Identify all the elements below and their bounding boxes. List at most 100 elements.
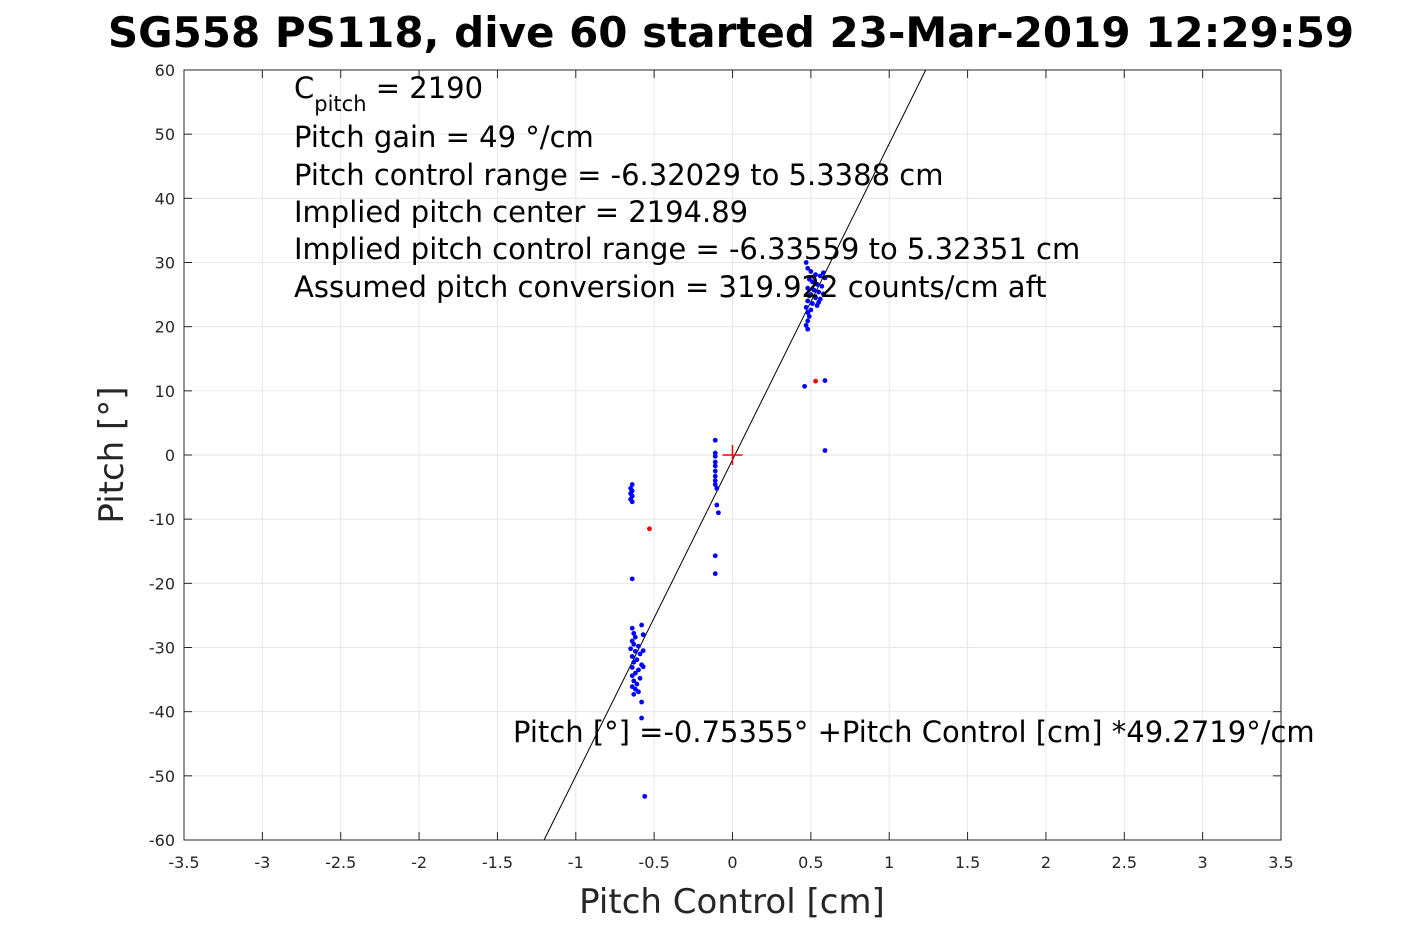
x-tick-label: 3.5 [1268, 853, 1293, 872]
data-point [816, 299, 822, 305]
data-point [803, 322, 809, 328]
data-point [631, 691, 637, 697]
data-point [629, 625, 635, 631]
data-point [820, 270, 826, 276]
data-point [628, 646, 634, 652]
y-tick-label: 20 [155, 318, 175, 337]
data-point [712, 468, 718, 474]
x-tick-label: 2.5 [1112, 853, 1137, 872]
data-point [805, 310, 811, 315]
x-tick-label: -2 [411, 853, 427, 872]
x-tick-label: 3 [1198, 853, 1208, 872]
data-point [817, 273, 823, 279]
data-point [636, 689, 641, 695]
data-point [822, 378, 828, 383]
x-tick-label: -1 [568, 853, 584, 872]
data-point [640, 664, 646, 670]
y-tick-label: -10 [149, 510, 175, 529]
data-point [631, 678, 637, 684]
data-point [636, 667, 641, 673]
annotation-pitch-gain: Pitch gain = 49 °/cm [294, 120, 594, 154]
data-point [715, 510, 721, 516]
data-point [640, 648, 646, 654]
y-tick-label: -20 [149, 574, 175, 593]
data-point [629, 499, 635, 505]
x-axis-ticks: -3.5 -3 -2.5 -2 -1.5 -1 -0.5 0 0.5 1 1.5 2 2.5 3 3.5 [168, 70, 1294, 872]
x-tick-label: 0 [727, 853, 737, 872]
y-tick-label: 60 [155, 61, 175, 80]
data-point [813, 378, 818, 384]
y-tick-label: -30 [149, 639, 175, 658]
center-marker-group [722, 445, 743, 465]
data-point [642, 793, 648, 799]
x-tick-label: 1 [884, 853, 894, 872]
y-tick-label: -40 [149, 703, 175, 722]
annotation-block: Cpitch = 2190 Pitch gain = 49 °/cm Pitch… [294, 71, 1315, 749]
data-point [802, 383, 807, 389]
annotation-control-range: Pitch control range = -6.32029 to 5.3388… [294, 158, 943, 192]
data-point [712, 459, 718, 465]
data-point [629, 673, 635, 679]
data-point [640, 632, 646, 638]
annotation-fit-equation: Pitch [°] =-0.75355° +Pitch Control [cm]… [513, 715, 1315, 749]
data-point [813, 295, 818, 301]
y-tick-label: -60 [149, 831, 175, 850]
data-point [712, 478, 718, 484]
data-point [822, 448, 828, 453]
cpitch-value: = 2190 [367, 71, 484, 105]
data-point [639, 622, 645, 628]
data-point [810, 301, 815, 306]
x-axis-label: Pitch Control [cm] [579, 882, 885, 922]
data-point [629, 576, 635, 582]
data-point [805, 326, 811, 332]
data-point [631, 659, 637, 665]
plot-frame [183, 69, 1282, 841]
data-points [628, 260, 828, 799]
annotation-cpitch: Cpitch = 2190 [294, 71, 483, 116]
x-tick-label: -1.5 [482, 853, 513, 872]
x-tick-label: -2.5 [325, 853, 356, 872]
data-point [631, 641, 637, 647]
data-point [712, 473, 718, 479]
x-tick-label: 1.5 [955, 853, 980, 872]
data-point [629, 664, 635, 670]
data-point [634, 681, 640, 687]
data-point [631, 630, 637, 636]
data-point [803, 260, 809, 265]
cpitch-subscript: pitch [314, 92, 366, 116]
data-point [712, 571, 718, 577]
annotation-implied-range: Implied pitch control range = -6.33559 t… [294, 232, 1080, 266]
data-point [808, 292, 814, 297]
data-point [632, 634, 638, 640]
data-point [639, 715, 645, 721]
y-tick-label: -50 [149, 767, 175, 786]
data-point [712, 463, 718, 469]
y-tick-label: 10 [155, 382, 175, 401]
data-point [822, 275, 828, 281]
data-point [806, 314, 812, 319]
data-point [811, 274, 817, 280]
data-point [811, 287, 817, 293]
chart-title: SG558 PS118, dive 60 started 23-Mar-2019… [108, 8, 1354, 57]
data-point [805, 285, 811, 291]
data-point [639, 699, 645, 705]
x-tick-label: 0.5 [798, 853, 823, 872]
data-point [629, 654, 635, 659]
x-tick-label: -3.5 [168, 853, 199, 872]
data-point [637, 651, 643, 657]
x-tick-label: -0.5 [639, 853, 670, 872]
y-tick-label: 50 [155, 125, 175, 144]
data-point [816, 289, 822, 295]
data-point [803, 305, 809, 310]
data-point [805, 265, 811, 271]
data-point [637, 675, 643, 681]
data-point [629, 482, 635, 487]
data-point [810, 279, 815, 285]
data-point [814, 281, 820, 287]
data-point [632, 648, 638, 654]
data-point [712, 482, 718, 487]
y-tick-label: 40 [155, 189, 175, 208]
annotation-conversion: Assumed pitch conversion = 319.922 count… [294, 270, 1047, 304]
data-point [819, 283, 825, 289]
